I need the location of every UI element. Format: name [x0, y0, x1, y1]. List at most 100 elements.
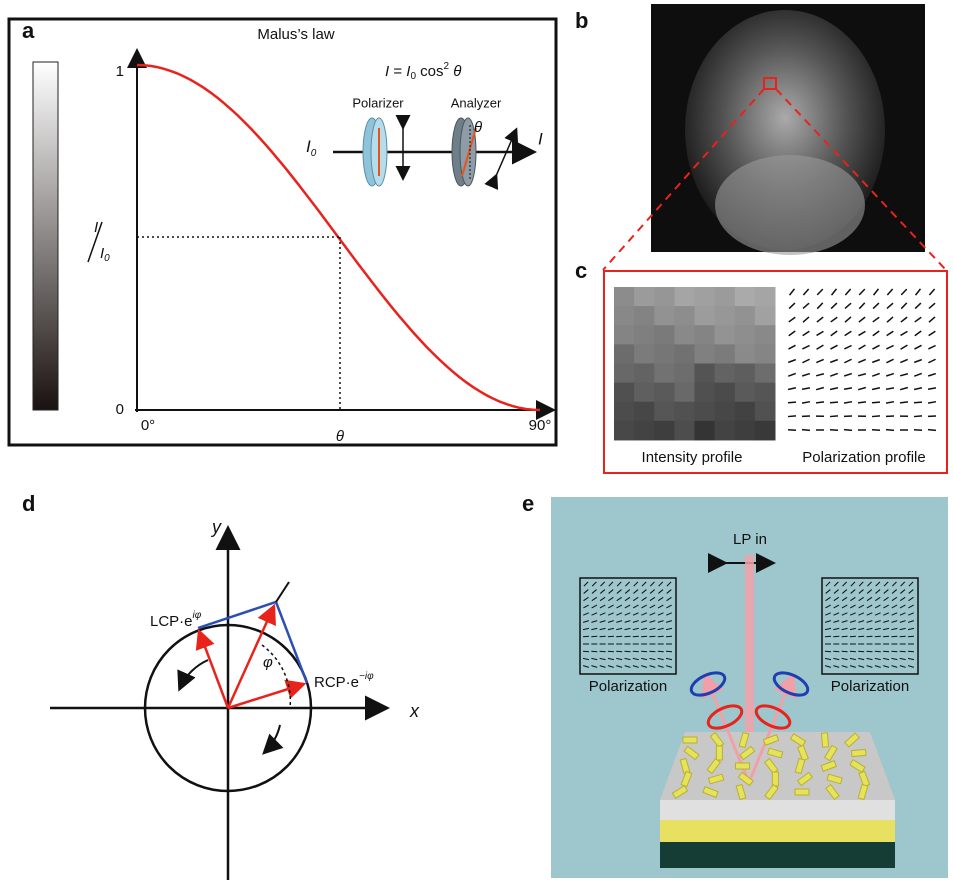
- polarization-tick: [829, 401, 839, 404]
- intensity-cell: [714, 382, 736, 403]
- intensity-cell: [714, 344, 736, 364]
- polarization-tick: [908, 596, 914, 602]
- polarization-tick: [858, 596, 864, 602]
- nanorod: [702, 786, 719, 798]
- polarization-tick: [607, 620, 614, 623]
- intensity-cell: [734, 382, 756, 403]
- substrate: [660, 842, 895, 868]
- polarization-tick: [874, 657, 881, 661]
- polarization-tick: [858, 620, 865, 623]
- intensity-cell: [754, 420, 776, 441]
- zoom-line: [602, 88, 765, 271]
- polarization-tick: [632, 620, 639, 623]
- polarization-tick: [802, 344, 810, 350]
- unit-circle: [143, 623, 313, 793]
- polarization-tick: [914, 344, 922, 350]
- polarization-tick: [641, 650, 648, 653]
- polarization-tick: [900, 589, 906, 594]
- nanorod: [789, 733, 807, 747]
- caption: Polarization: [589, 678, 667, 695]
- intensity-cell: [734, 287, 756, 307]
- polarization-tick: [591, 612, 598, 616]
- polarization-tick: [841, 596, 848, 602]
- nanorod: [739, 745, 756, 761]
- nanorod: [762, 734, 780, 746]
- polarization-tick: [788, 344, 796, 350]
- panel-d: d y x φ LCP·eiφ RCP·e−iφ: [22, 491, 420, 880]
- polarization-tick: [850, 581, 856, 587]
- polarization-tick: [665, 627, 673, 631]
- nanorod: [737, 771, 754, 787]
- intensity-cell: [674, 306, 695, 326]
- polarization-tick: [829, 372, 839, 377]
- nanorod: [794, 788, 810, 796]
- polarization-tick: [833, 627, 840, 631]
- polarization-tick: [802, 316, 810, 323]
- polarization-tick: [657, 604, 664, 609]
- polarization-tick: [816, 344, 824, 350]
- polarization-tick: [833, 657, 840, 661]
- intensity-cell: [634, 306, 655, 326]
- polarization-tick: [914, 330, 922, 337]
- rcp-part: RCP·e: [314, 674, 359, 691]
- polarization-tick: [841, 627, 848, 631]
- polarization-tick: [886, 302, 894, 309]
- polarization-tick: [599, 627, 606, 631]
- polarization-tick: [874, 665, 881, 668]
- polarization-tick: [599, 620, 606, 623]
- polarization-tick: [872, 288, 880, 296]
- polarization-tick: [833, 604, 840, 609]
- polarization-tick: [907, 635, 915, 638]
- polarization-tick: [830, 330, 838, 337]
- polarization-tick: [633, 589, 639, 594]
- caption: Polarization profile: [802, 449, 925, 466]
- polarization-tick: [616, 657, 623, 661]
- panel-b: b: [575, 4, 947, 271]
- polarization-tick: [649, 627, 656, 631]
- polarization-tick: [641, 665, 648, 668]
- polarization-tick: [858, 612, 865, 616]
- polarization-tick: [849, 665, 856, 668]
- polarization-tick: [625, 581, 630, 587]
- eq-part: cos: [416, 63, 444, 80]
- polarization-tick: [641, 635, 648, 638]
- polarization-tick: [908, 581, 914, 587]
- polarization-tick: [883, 657, 890, 661]
- rotation-arrow: [177, 659, 209, 692]
- intensity-cell: [734, 306, 756, 326]
- intensity-cell: [694, 401, 716, 422]
- polarization-tick: [825, 581, 831, 587]
- eq-part: I: [406, 63, 410, 80]
- polarization-tick: [824, 665, 832, 668]
- polarization-tick: [616, 627, 623, 631]
- intensity-cell: [674, 344, 695, 364]
- polarization-tick: [607, 665, 614, 668]
- polarization-tick: [899, 386, 909, 391]
- panel-a: a Malus’s law 1 0 I I0 0° θ 90° I = I0 c…: [7, 17, 558, 447]
- polarization-tick: [883, 620, 890, 623]
- polarization-tick: [841, 620, 848, 623]
- nanorod: [849, 759, 866, 773]
- polarization-tick: [866, 657, 873, 661]
- polarization-tick: [866, 604, 873, 609]
- eq-part: I: [385, 63, 389, 80]
- polarization-tick: [900, 316, 908, 323]
- polarization-tick: [657, 650, 664, 653]
- polarization-tick: [801, 372, 811, 377]
- polarization-tick: [582, 665, 590, 668]
- polarization-tick: [886, 358, 894, 364]
- polarization-tick: [801, 428, 811, 432]
- polarization-tick: [599, 604, 606, 609]
- polarization-tick: [849, 612, 856, 616]
- polarization-tick: [583, 589, 589, 594]
- polarization-tick: [657, 635, 664, 638]
- polarization-tick: [583, 612, 589, 616]
- intensity-cell: [754, 344, 776, 364]
- intensity-cell: [614, 287, 635, 307]
- polarization-tick: [624, 620, 631, 623]
- polarization-tick: [883, 581, 889, 587]
- polarization-tick: [624, 612, 631, 616]
- polarization-tick: [657, 596, 664, 602]
- intensity-cell: [654, 344, 675, 364]
- polarization-tick: [788, 288, 796, 296]
